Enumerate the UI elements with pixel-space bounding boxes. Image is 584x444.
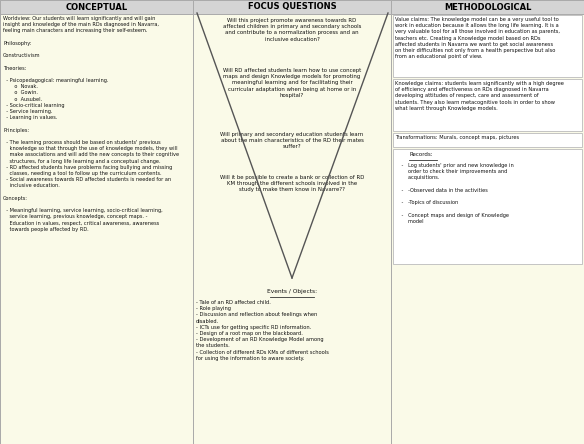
Text: METHODOLOGICAL: METHODOLOGICAL bbox=[444, 3, 531, 12]
FancyBboxPatch shape bbox=[393, 15, 582, 77]
Text: Worldview: Our students will learn significantly and will gain
insight and knowl: Worldview: Our students will learn signi… bbox=[3, 16, 179, 232]
Text: -   Log students' prior and new knowledge in
        order to check their improv: - Log students' prior and new knowledge … bbox=[395, 163, 514, 224]
Text: - Tale of an RD affected child.
- Role playing
- Discussion and reflection about: - Tale of an RD affected child. - Role p… bbox=[196, 300, 329, 361]
Text: Events / Objects:: Events / Objects: bbox=[267, 289, 317, 294]
FancyBboxPatch shape bbox=[0, 0, 193, 444]
Text: Records:: Records: bbox=[409, 152, 433, 157]
Text: Value claims: The knowledge model can be a very useful tool to
work in education: Value claims: The knowledge model can be… bbox=[395, 17, 560, 59]
FancyBboxPatch shape bbox=[391, 0, 584, 444]
FancyBboxPatch shape bbox=[193, 0, 391, 444]
Text: FOCUS QUESTIONS: FOCUS QUESTIONS bbox=[248, 3, 336, 12]
FancyBboxPatch shape bbox=[393, 149, 582, 264]
Text: Will this project promote awareness towards RD
affected children in primary and : Will this project promote awareness towa… bbox=[223, 18, 361, 42]
Text: Knowledge claims: students learn significantly with a high degree
of efficiency : Knowledge claims: students learn signifi… bbox=[395, 81, 564, 111]
Text: Will RD affected students learn how to use concept
maps and design Knowledge mod: Will RD affected students learn how to u… bbox=[223, 68, 361, 98]
Text: CONCEPTUAL: CONCEPTUAL bbox=[65, 3, 127, 12]
Text: Will it be possible to create a bank or collection of RD
KM through the differen: Will it be possible to create a bank or … bbox=[220, 175, 364, 192]
FancyBboxPatch shape bbox=[393, 79, 582, 131]
Text: Transformations: Murals, concept maps, pictures: Transformations: Murals, concept maps, p… bbox=[395, 135, 519, 140]
FancyBboxPatch shape bbox=[0, 0, 193, 14]
FancyBboxPatch shape bbox=[193, 0, 391, 14]
FancyBboxPatch shape bbox=[393, 133, 582, 147]
FancyBboxPatch shape bbox=[391, 0, 584, 14]
Text: Will primary and secondary education students learn
about the main characteristi: Will primary and secondary education stu… bbox=[220, 132, 364, 149]
